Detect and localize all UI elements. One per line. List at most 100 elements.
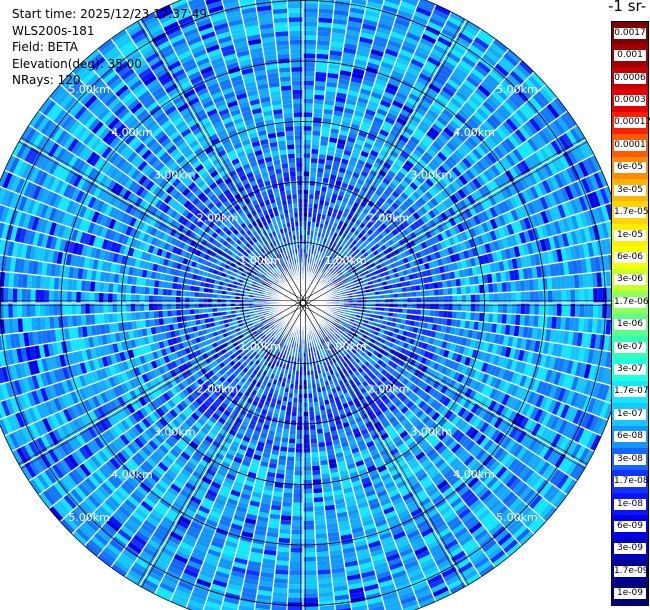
beta-cell [303, 35, 317, 41]
beta-cell [331, 23, 347, 30]
beta-cell [472, 236, 480, 247]
beta-cell [454, 163, 466, 175]
beta-cell [328, 255, 333, 262]
beta-cell [404, 208, 413, 218]
beta-cell [348, 249, 355, 255]
beta-cell [497, 214, 507, 227]
beta-cell [350, 257, 356, 263]
beta-cell [515, 63, 531, 79]
beta-cell [362, 181, 372, 189]
beta-cell [570, 303, 576, 318]
beta-cell [542, 84, 557, 101]
beta-cell [349, 81, 362, 89]
beta-cell [502, 303, 508, 314]
beta-cell [377, 103, 390, 113]
beta-cell [531, 199, 541, 214]
beta-cell [330, 169, 339, 176]
beta-cell [440, 230, 449, 241]
beta-cell [303, 112, 313, 118]
beta-cell [556, 116, 570, 133]
beta-cell [296, 420, 303, 426]
beta-cell [434, 266, 441, 275]
beta-cell [297, 411, 303, 417]
beta-cell [493, 228, 502, 240]
beta-cell [420, 241, 428, 250]
beta-cell [343, 271, 349, 276]
beta-cell [393, 121, 406, 131]
beta-cell [536, 225, 545, 240]
beta-cell [457, 86, 472, 99]
beta-cell [308, 185, 316, 191]
beta-cell [547, 303, 553, 317]
beta-cell [577, 160, 589, 178]
beta-cell [405, 172, 416, 182]
beta-cell [456, 63, 471, 76]
beta-cell [303, 466, 312, 471]
beta-cell [342, 177, 351, 185]
beta-cell [402, 200, 411, 209]
beta-cell [445, 51, 462, 64]
beta-cell [505, 49, 522, 64]
beta-cell [584, 175, 596, 193]
beta-cell [329, 132, 339, 139]
beta-cell [360, 170, 369, 178]
beta-cell [482, 100, 496, 114]
beta-cell [384, 173, 394, 182]
beta-cell [401, 0, 419, 7]
beta-cell [290, 538, 303, 544]
beta-cell [460, 220, 469, 231]
beta-cell [565, 167, 577, 183]
beta-cell [317, 158, 326, 165]
beta-cell [387, 39, 403, 49]
beta-cell [428, 144, 440, 155]
beta-cell [303, 57, 316, 63]
beta-cell [440, 211, 449, 222]
beta-cell [331, 165, 340, 172]
beta-cell [456, 232, 464, 243]
beta-cell [344, 38, 359, 46]
beta-cell [412, 190, 421, 200]
beta-cell [485, 181, 496, 195]
beta-cell [400, 130, 412, 140]
beta-cell [303, 438, 311, 444]
beta-cell [311, 456, 320, 462]
beta-cell [528, 96, 543, 112]
beta-cell [388, 181, 398, 191]
beta-cell [325, 249, 330, 255]
beta-cell [492, 282, 498, 293]
beta-cell [462, 249, 470, 260]
beta-cell [424, 230, 433, 240]
beta-cell [466, 136, 479, 149]
beta-cell [355, 50, 370, 58]
beta-cell [281, 506, 293, 512]
beta-cell [427, 187, 437, 198]
beta-cell [537, 277, 544, 291]
beta-cell [387, 169, 397, 179]
beta-cell [398, 5, 416, 15]
beta-cell [403, 100, 417, 111]
beta-cell [458, 59, 474, 72]
beta-cell [290, 529, 303, 535]
beta-cell [331, 264, 337, 270]
beta-cell [413, 50, 429, 61]
beta-cell [371, 44, 386, 53]
beta-cell [337, 138, 347, 146]
beta-cell [536, 211, 545, 226]
beta-cell [521, 123, 535, 138]
beta-cell [488, 241, 496, 253]
beta-cell [502, 292, 508, 303]
beta-cell [586, 156, 598, 174]
beta-cell [384, 0, 402, 6]
beta-cell [283, 488, 294, 494]
beta-cell [295, 443, 303, 449]
beta-cell [518, 84, 533, 100]
beta-cell [291, 520, 303, 526]
beta-cell [511, 131, 524, 146]
beta-cell [337, 251, 343, 258]
beta-cell [475, 245, 483, 256]
beta-cell [402, 40, 418, 51]
beta-cell [373, 35, 389, 45]
beta-cell [346, 25, 362, 33]
beta-cell [318, 149, 328, 156]
beta-cell [489, 218, 498, 230]
